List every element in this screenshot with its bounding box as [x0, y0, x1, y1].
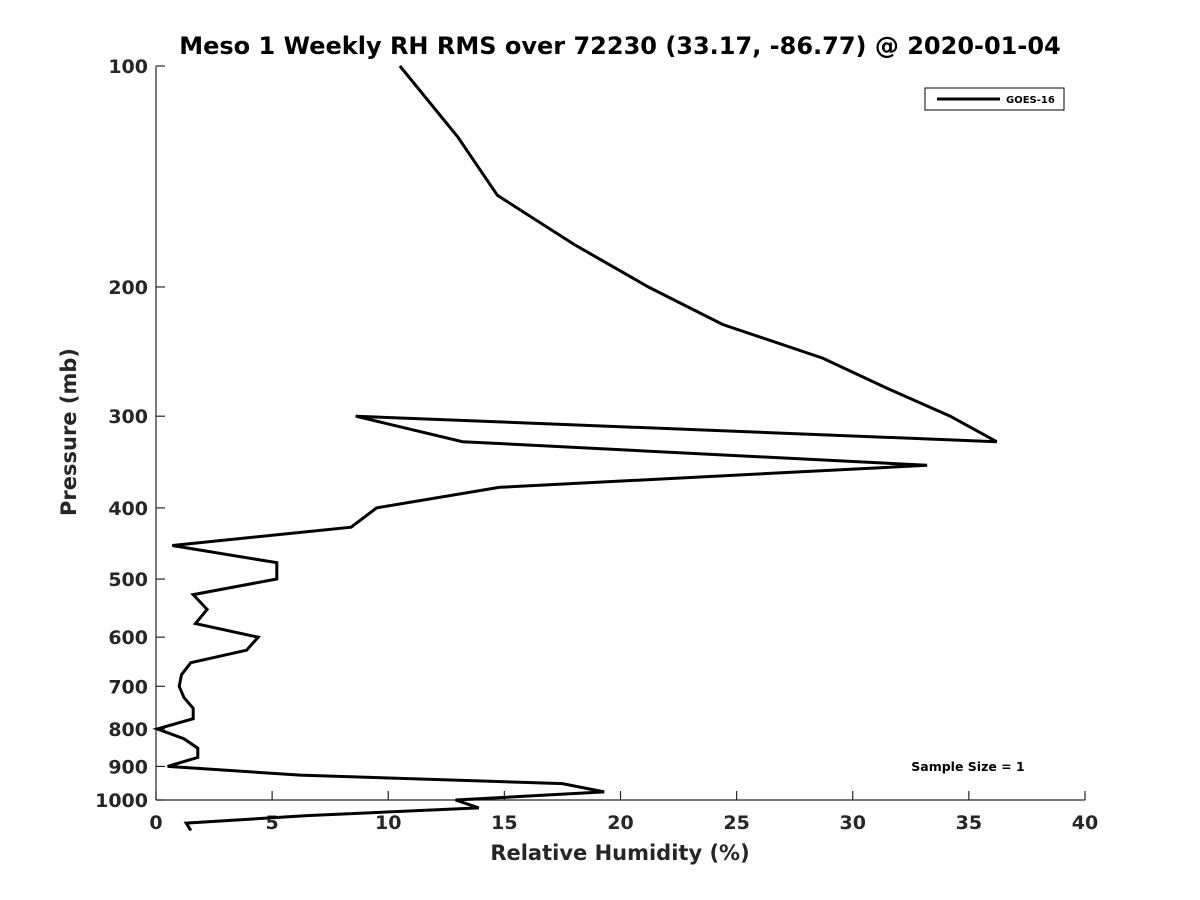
y-tick-label: 700 [108, 676, 148, 698]
x-tick-label: 40 [1072, 812, 1098, 834]
x-tick-label: 15 [491, 812, 517, 834]
y-axis-label: Pressure (mb) [57, 348, 81, 516]
x-tick-label: 0 [149, 812, 162, 834]
x-tick-label: 10 [375, 812, 401, 834]
y-tick-label: 200 [108, 277, 148, 299]
x-tick-label: 35 [956, 812, 982, 834]
y-tick-label: 800 [108, 719, 148, 741]
x-tick-label: 20 [607, 812, 633, 834]
y-tick-label: 300 [108, 406, 148, 428]
x-tick-label: 25 [723, 812, 749, 834]
legend-label-goes-16: GOES-16 [1006, 95, 1055, 106]
x-tick-label: 30 [840, 812, 866, 834]
y-tick-label: 100 [108, 56, 148, 78]
y-tick-label: 400 [108, 498, 148, 520]
legend: GOES-16 [924, 87, 1065, 111]
sample-size-annotation: Sample Size = 1 [911, 759, 1024, 774]
series-line-goes-16 [152, 65, 998, 832]
y-tick-label: 600 [108, 627, 148, 649]
x-axis: 0 5 10 15 20 25 30 35 40 [149, 791, 1098, 834]
plot-area [152, 65, 998, 832]
y-tick-label: 1000 [95, 790, 148, 812]
chart-title: Meso 1 Weekly RH RMS over 72230 (33.17, … [179, 32, 1061, 60]
x-axis-label: Relative Humidity (%) [490, 841, 749, 865]
x-tick-label: 5 [266, 812, 279, 834]
y-tick-label: 500 [108, 569, 148, 591]
y-tick-label: 900 [108, 756, 148, 778]
